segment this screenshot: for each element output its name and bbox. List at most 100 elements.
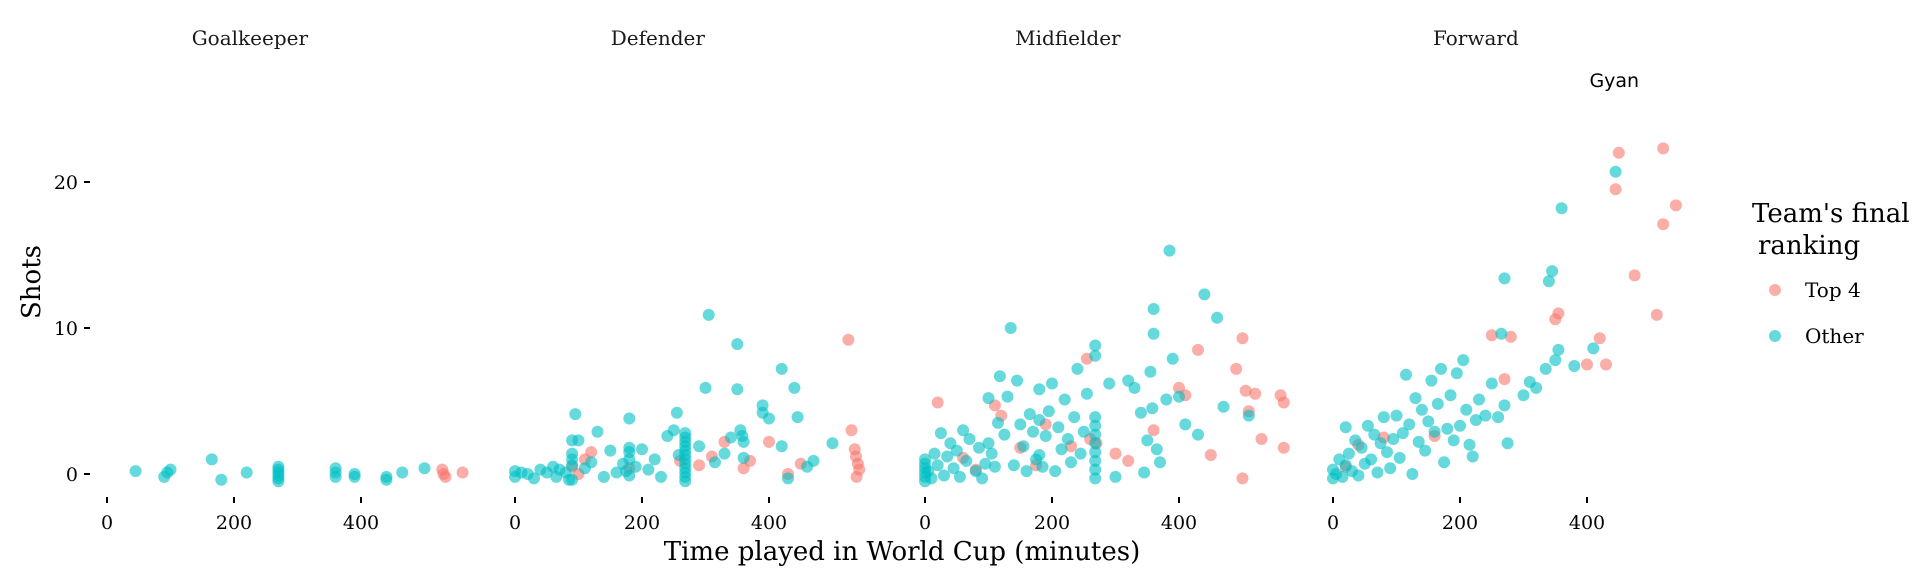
point-other — [1377, 411, 1390, 424]
point-other — [215, 473, 228, 486]
point-top-4 — [1657, 142, 1670, 155]
x-tick-label: 400 — [1161, 512, 1197, 534]
point-other — [992, 416, 1004, 429]
point-other — [1466, 450, 1479, 463]
point-other — [1568, 360, 1581, 372]
point-other — [623, 412, 636, 425]
point-other — [164, 463, 177, 476]
point-other — [670, 406, 683, 419]
point-other — [1033, 449, 1046, 461]
point-other — [272, 475, 285, 488]
point-other — [1055, 443, 1068, 456]
facet-title-midfielder: Midfielder — [1015, 26, 1121, 50]
point-other — [1128, 381, 1141, 394]
point-other — [1473, 393, 1485, 406]
point-top-4 — [1581, 358, 1593, 371]
point-other — [973, 441, 985, 454]
point-other — [1539, 362, 1552, 375]
point-top-4 — [1669, 199, 1682, 212]
point-other — [1089, 411, 1102, 424]
point-other — [1530, 381, 1543, 394]
x-axis-title: Time played in World Cup (minutes) — [664, 537, 1140, 567]
point-other — [1089, 454, 1102, 467]
x-tick-label: 0 — [1327, 512, 1339, 534]
point-top-4 — [1277, 396, 1290, 409]
point-other — [1485, 377, 1498, 390]
point-top-4 — [1255, 433, 1268, 445]
point-other — [957, 424, 970, 437]
point-other — [1074, 447, 1087, 460]
point-other — [737, 435, 750, 448]
point-other — [1336, 470, 1349, 483]
point-other — [1027, 425, 1039, 438]
point-other — [604, 444, 617, 457]
x-tick-label: 0 — [101, 512, 113, 534]
point-other — [1080, 387, 1093, 400]
point-other — [1061, 433, 1074, 445]
point-other — [648, 453, 661, 466]
point-other — [1387, 433, 1400, 445]
point-other — [925, 472, 938, 485]
y-axis: 0 10 20 — [54, 172, 90, 486]
point-other — [1089, 472, 1102, 485]
x-tick-label: 400 — [1569, 512, 1605, 534]
point-other — [1134, 406, 1147, 419]
point-other — [1141, 434, 1154, 447]
point-top-4 — [693, 459, 706, 472]
facet-title-defender: Defender — [611, 26, 706, 50]
point-other — [1352, 469, 1365, 482]
point-other — [947, 462, 960, 475]
legend-label-other: Other — [1805, 324, 1864, 348]
point-other — [629, 460, 642, 473]
point-top-4 — [1504, 330, 1517, 343]
point-other — [1211, 311, 1224, 324]
legend-label-top-4: Top 4 — [1805, 278, 1861, 302]
point-top-4 — [1236, 332, 1249, 345]
point-other — [1492, 411, 1505, 424]
point-other — [1146, 402, 1159, 415]
point-other — [1431, 397, 1444, 410]
point-other — [993, 370, 1006, 383]
point-other — [1077, 425, 1090, 438]
point-other — [636, 443, 648, 456]
point-other — [1552, 343, 1565, 356]
x-tick-label: 400 — [751, 512, 787, 534]
point-other — [1371, 466, 1384, 479]
point-other — [396, 466, 409, 479]
point-other — [1023, 408, 1036, 421]
point-top-4 — [931, 396, 944, 409]
point-other — [1173, 390, 1185, 403]
point-other — [585, 456, 598, 469]
point-other — [1409, 392, 1422, 405]
point-other — [1007, 459, 1020, 472]
point-other — [1355, 441, 1368, 454]
point-other — [679, 427, 692, 440]
point-other — [205, 453, 218, 466]
point-other — [1163, 244, 1176, 257]
point-other — [1147, 327, 1160, 340]
point-other — [1419, 444, 1432, 457]
point-other — [1587, 342, 1600, 355]
point-other — [982, 392, 995, 405]
legend-key-top-4 — [1769, 284, 1781, 296]
point-other — [1546, 265, 1559, 278]
point-other — [960, 454, 973, 467]
point-other — [1450, 367, 1463, 380]
point-other — [572, 434, 585, 447]
facet-panels: Goalkeeper Defender Midfielder Forward — [192, 26, 1519, 50]
point-other — [1384, 462, 1397, 475]
point-other — [718, 447, 731, 460]
point-other — [1147, 303, 1160, 315]
point-other — [702, 308, 715, 321]
point-other — [1415, 403, 1428, 416]
point-other — [1198, 288, 1211, 301]
legend-key-other — [1769, 330, 1781, 342]
point-other — [1052, 421, 1065, 434]
point-other — [988, 460, 1001, 473]
point-other — [1425, 374, 1438, 387]
y-tick-label: 0 — [66, 464, 78, 486]
point-other — [667, 424, 680, 437]
point-other — [941, 450, 954, 463]
point-top-4 — [1600, 358, 1612, 371]
